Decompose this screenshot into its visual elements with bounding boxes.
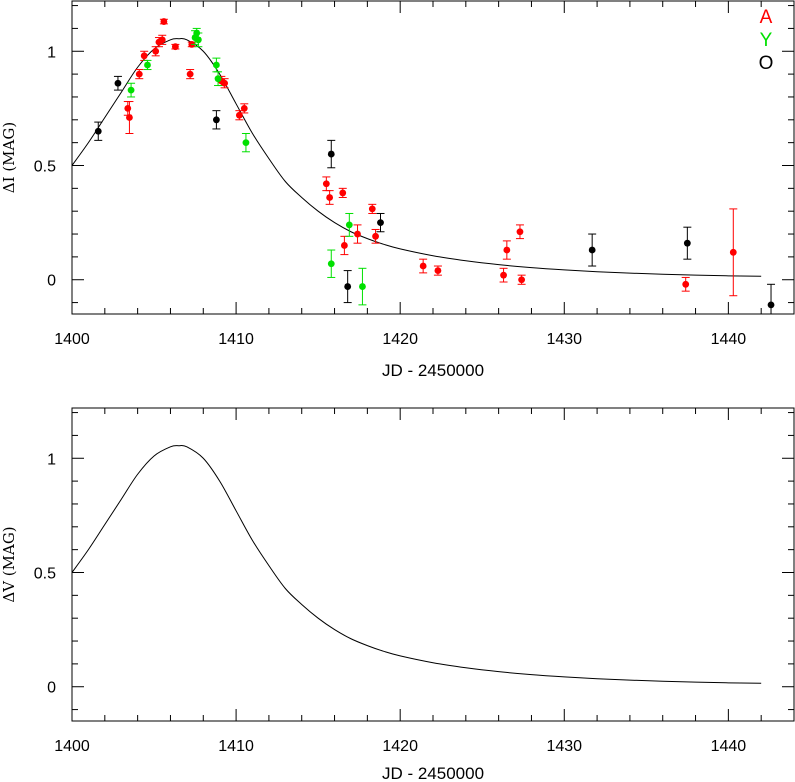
data-point — [588, 246, 596, 254]
x-tick-label: 1420 — [382, 738, 418, 755]
plot-frame — [71, 0, 795, 315]
y-axis-label: ΔI (MAG) — [0, 122, 18, 193]
data-point — [214, 75, 222, 83]
data-point — [114, 79, 122, 87]
data-point — [140, 52, 148, 60]
data-point — [327, 260, 335, 268]
data-point — [152, 47, 160, 55]
y-tick-label: 0.5 — [34, 565, 56, 582]
data-point — [124, 104, 132, 112]
data-point — [683, 239, 691, 247]
data-point — [135, 70, 143, 78]
y-axis-label: ΔV (MAG) — [0, 526, 18, 602]
x-tick-label: 1430 — [546, 738, 582, 755]
legend-entry: Y — [760, 30, 773, 51]
y-tick-label: 1 — [47, 451, 56, 468]
data-point — [171, 43, 179, 51]
y-tick-label: 0.5 — [34, 158, 56, 175]
data-point — [434, 267, 442, 274]
data-point — [354, 230, 361, 238]
data-point — [126, 114, 133, 121]
data-point — [221, 79, 229, 87]
data-point — [194, 36, 202, 44]
y-tick-label: 0 — [47, 680, 56, 697]
data-point — [186, 70, 194, 78]
x-tick-label: 1440 — [711, 738, 747, 755]
data-point — [372, 232, 379, 240]
data-point — [213, 116, 220, 124]
series-o — [94, 75, 776, 314]
legend-entry: O — [759, 53, 774, 74]
y-tick-label: 0 — [47, 273, 56, 290]
data-point — [322, 180, 330, 188]
data-point — [344, 283, 352, 290]
x-tick-label: 1440 — [711, 331, 747, 348]
x-tick-label: 1420 — [382, 331, 418, 348]
data-point — [127, 86, 135, 94]
plot-area — [72, 444, 762, 684]
data-point — [158, 36, 166, 44]
data-point — [767, 301, 775, 309]
data-point — [327, 150, 335, 158]
legend-entry: A — [760, 7, 773, 28]
data-point — [213, 61, 220, 69]
plot-frame — [71, 407, 795, 722]
data-point — [419, 262, 427, 270]
model-curve — [72, 37, 762, 277]
data-point — [242, 139, 250, 147]
model-curve — [72, 444, 762, 684]
data-point — [377, 219, 384, 227]
data-point — [94, 127, 102, 135]
data-point — [339, 189, 347, 197]
data-point — [160, 18, 168, 25]
data-point — [340, 242, 348, 249]
bottom-panel: 1400 1410 1420 1430 1440 0 0.5 1 JD - 2450000 ΔV … — [0, 407, 795, 782]
data-point — [368, 205, 376, 213]
data-point — [359, 283, 366, 290]
x-axis-label: JD - 2450000 — [382, 764, 484, 782]
data-point — [144, 61, 151, 69]
data-point — [235, 111, 243, 119]
data-point — [516, 228, 524, 236]
x-tick-label: 1410 — [218, 738, 254, 755]
data-point — [240, 104, 248, 112]
top-panel: 1400 1410 1420 1430 1440 0 0.5 1 JD - 2450000 ΔI … — [0, 0, 795, 380]
data-point — [500, 271, 507, 279]
data-point — [326, 194, 334, 201]
x-tick-label: 1410 — [218, 331, 254, 348]
y-tick-label: 1 — [47, 44, 56, 61]
series-a — [123, 18, 738, 297]
series-y — [127, 27, 367, 306]
data-point — [729, 248, 737, 256]
x-tick-label: 1400 — [54, 738, 90, 755]
x-axis-label: JD - 2450000 — [382, 361, 484, 380]
data-point — [503, 246, 511, 254]
data-point — [518, 276, 526, 284]
data-point — [682, 280, 690, 288]
plot-area — [72, 18, 776, 314]
legend: AYO — [759, 7, 774, 74]
x-tick-label: 1400 — [54, 331, 90, 348]
x-tick-label: 1430 — [546, 331, 582, 348]
data-point — [345, 221, 353, 229]
